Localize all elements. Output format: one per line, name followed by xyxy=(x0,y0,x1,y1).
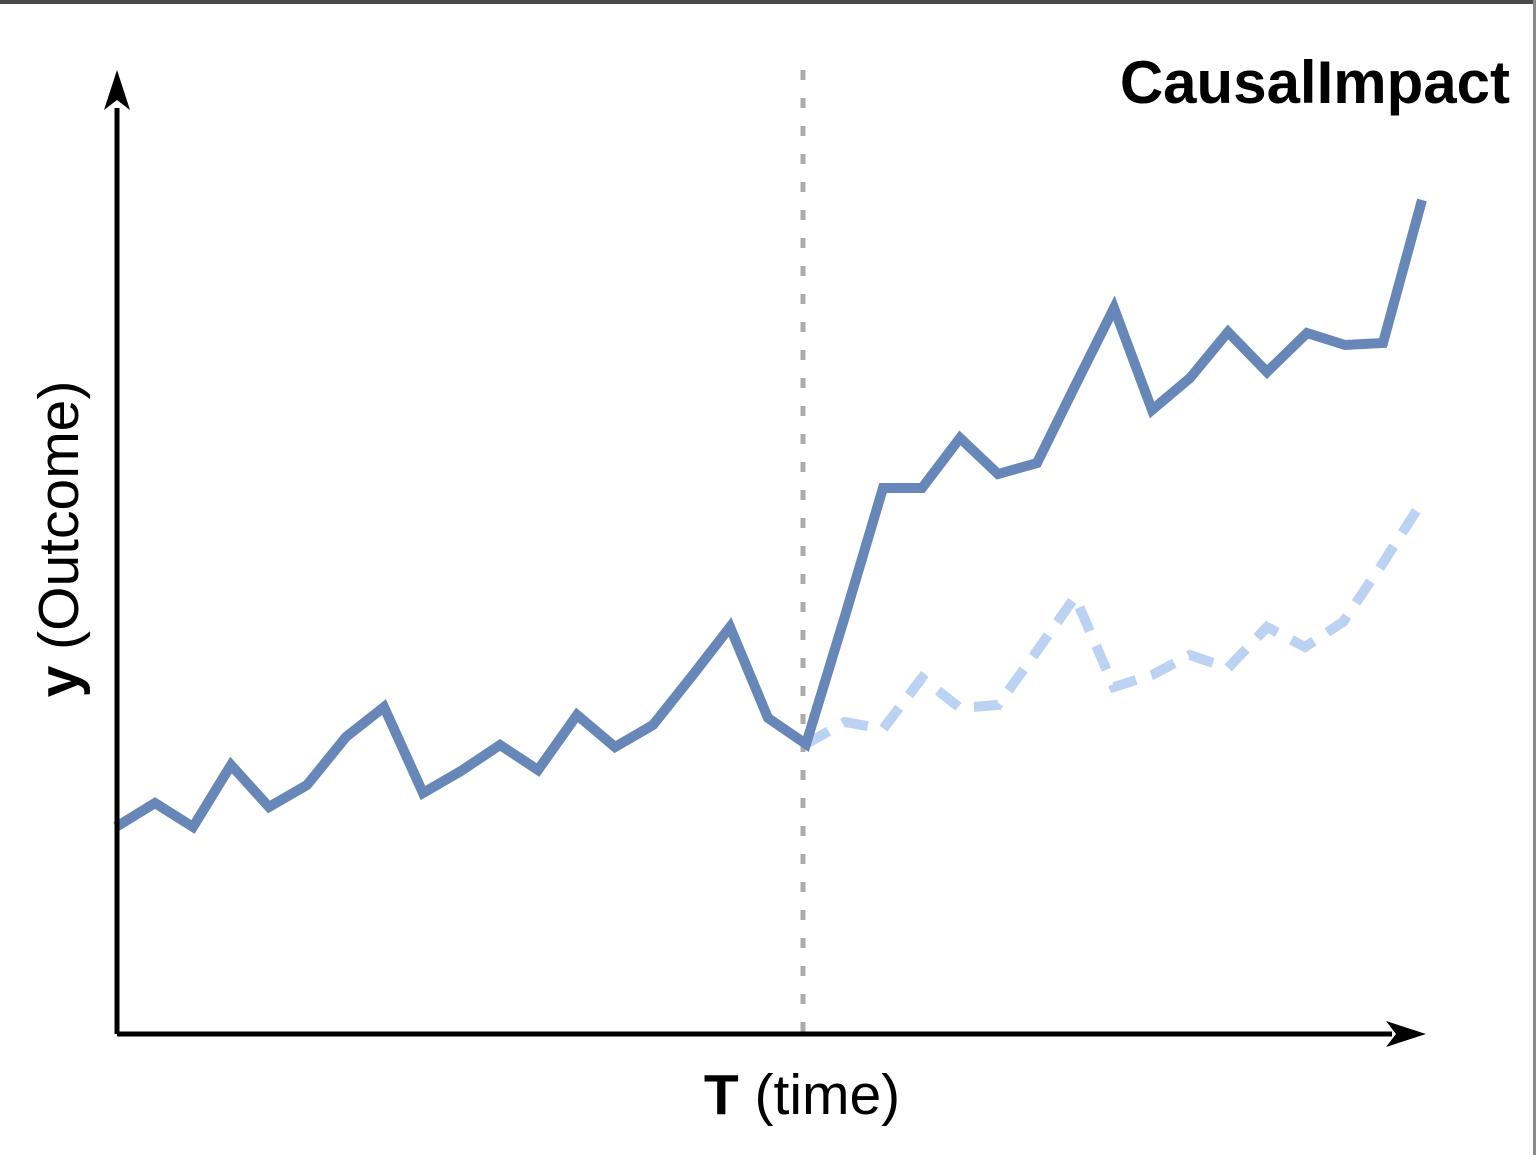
x-axis-label: T (time) xyxy=(602,1062,1002,1127)
x-axis-arrowhead-icon xyxy=(1386,1021,1426,1047)
screenshot-top-edge xyxy=(0,0,1536,4)
counterfactual-line xyxy=(803,502,1425,749)
y-axis-label-rest: (Outcome) xyxy=(27,380,91,666)
observed-line xyxy=(113,198,1427,834)
y-axis-label-bold: y xyxy=(27,665,91,698)
y-axis-label: y (Outcome) xyxy=(26,209,91,869)
chart-title: CausalImpact xyxy=(1119,49,1510,116)
x-axis-label-bold: T xyxy=(703,1063,739,1127)
x-axis-label-rest: (time) xyxy=(738,1063,901,1127)
y-axis-arrowhead-icon xyxy=(104,70,130,110)
screenshot-right-edge xyxy=(1533,0,1536,1155)
